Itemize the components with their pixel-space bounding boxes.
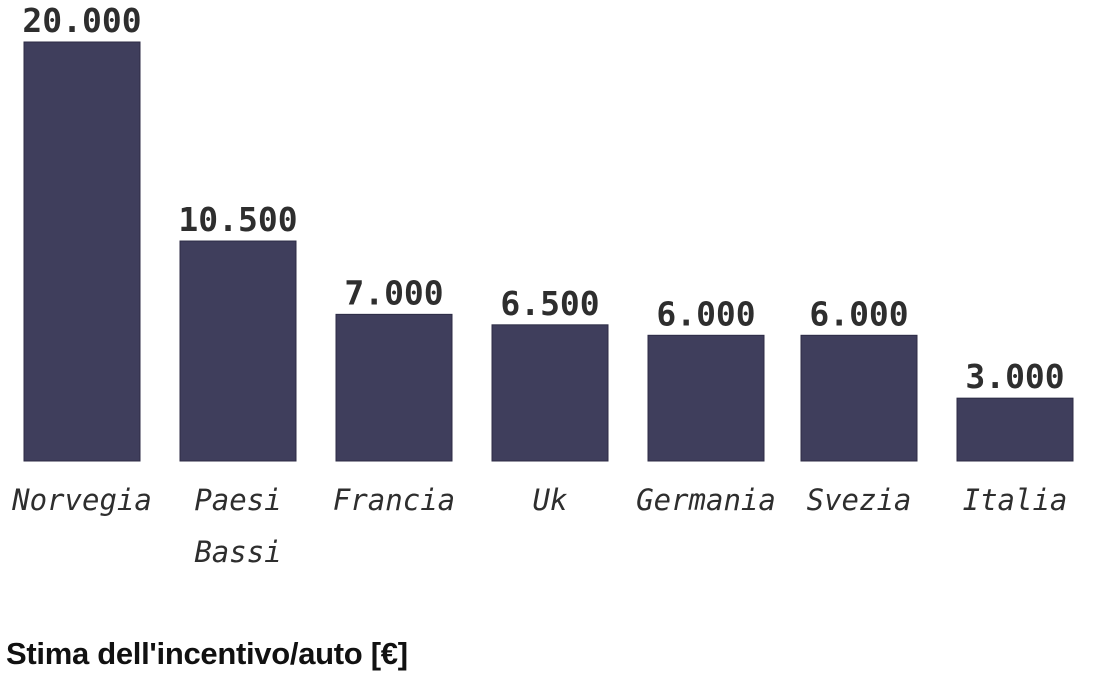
category-label: Bassi <box>194 535 281 569</box>
category-label: Svezia <box>807 483 912 517</box>
bar-paesi-bassi <box>179 240 297 462</box>
bar-germania <box>647 334 765 462</box>
value-label: 3.000 <box>965 357 1064 396</box>
category-label: Norvegia <box>11 483 152 517</box>
bar-italia <box>956 397 1074 462</box>
chart-caption: Stima dell'incentivo/auto [€] <box>6 636 408 671</box>
value-label: 6.000 <box>809 294 908 333</box>
category-label: Paesi <box>194 483 281 517</box>
value-label: 7.000 <box>344 273 443 312</box>
bar-norvegia <box>23 41 141 462</box>
category-label: Italia <box>963 483 1068 517</box>
value-label: 6.500 <box>500 284 599 323</box>
bar-uk <box>491 324 609 462</box>
category-label: Germania <box>636 483 776 517</box>
bar-chart: 20.000 Norvegia 10.500 Paesi Bassi 7.000 Franc… <box>11 1 1074 569</box>
category-label: Uk <box>533 483 568 517</box>
value-label: 6.000 <box>656 294 755 333</box>
bar-svezia <box>800 334 918 462</box>
value-label: 10.500 <box>178 200 297 239</box>
value-label: 20.000 <box>22 1 141 40</box>
bar-francia <box>335 313 453 462</box>
category-label: Francia <box>333 483 455 517</box>
